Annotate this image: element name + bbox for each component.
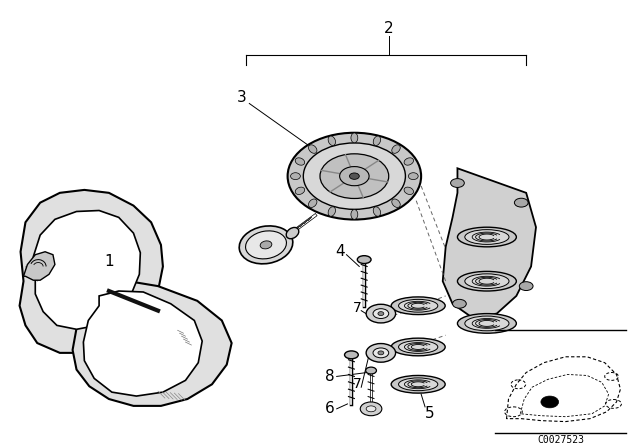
Ellipse shape [366,304,396,323]
Ellipse shape [291,173,300,180]
Ellipse shape [328,207,335,216]
Text: 1: 1 [104,254,114,269]
Text: 5: 5 [425,406,435,421]
Ellipse shape [452,299,467,308]
Text: 8: 8 [325,369,335,384]
Ellipse shape [391,297,445,314]
Polygon shape [443,168,536,318]
Ellipse shape [303,143,405,209]
Ellipse shape [465,230,509,244]
Text: 4: 4 [335,244,344,259]
Ellipse shape [295,187,305,194]
Ellipse shape [373,348,388,358]
Ellipse shape [541,396,559,408]
Text: 2: 2 [384,22,394,36]
Ellipse shape [465,274,509,289]
Ellipse shape [287,133,421,220]
Ellipse shape [320,154,388,198]
Ellipse shape [239,226,292,264]
Ellipse shape [373,309,388,319]
Ellipse shape [451,179,465,187]
Ellipse shape [365,367,376,374]
Ellipse shape [399,340,438,353]
Ellipse shape [286,228,299,239]
Polygon shape [20,190,163,353]
Ellipse shape [366,344,396,362]
Ellipse shape [360,402,382,416]
Text: 3: 3 [237,90,246,105]
Ellipse shape [373,136,381,146]
Text: C0027523: C0027523 [537,435,584,445]
Ellipse shape [399,299,438,312]
Ellipse shape [391,375,445,393]
Ellipse shape [340,167,369,186]
Polygon shape [24,252,55,280]
Polygon shape [83,291,202,396]
Ellipse shape [392,199,400,207]
Ellipse shape [399,378,438,391]
Ellipse shape [392,145,400,153]
Ellipse shape [408,173,418,180]
Ellipse shape [519,282,533,290]
Ellipse shape [308,199,317,207]
Ellipse shape [295,158,305,165]
Ellipse shape [349,173,359,179]
Polygon shape [72,281,232,406]
Ellipse shape [404,158,413,165]
Ellipse shape [465,316,509,331]
Ellipse shape [328,136,335,146]
Ellipse shape [404,187,413,194]
Ellipse shape [515,198,528,207]
Ellipse shape [458,314,516,333]
Ellipse shape [378,351,384,355]
Ellipse shape [458,271,516,291]
Polygon shape [33,211,140,329]
Ellipse shape [351,133,358,143]
Ellipse shape [308,145,317,153]
Ellipse shape [391,338,445,356]
Ellipse shape [378,312,384,315]
Ellipse shape [458,227,516,247]
Ellipse shape [246,231,287,259]
Text: 7: 7 [353,301,362,314]
Ellipse shape [373,207,381,216]
Text: 6: 6 [325,401,335,416]
Ellipse shape [366,406,376,412]
Ellipse shape [357,256,371,263]
Ellipse shape [351,210,358,220]
Ellipse shape [260,241,272,249]
Ellipse shape [344,351,358,359]
Text: 7: 7 [353,377,362,391]
